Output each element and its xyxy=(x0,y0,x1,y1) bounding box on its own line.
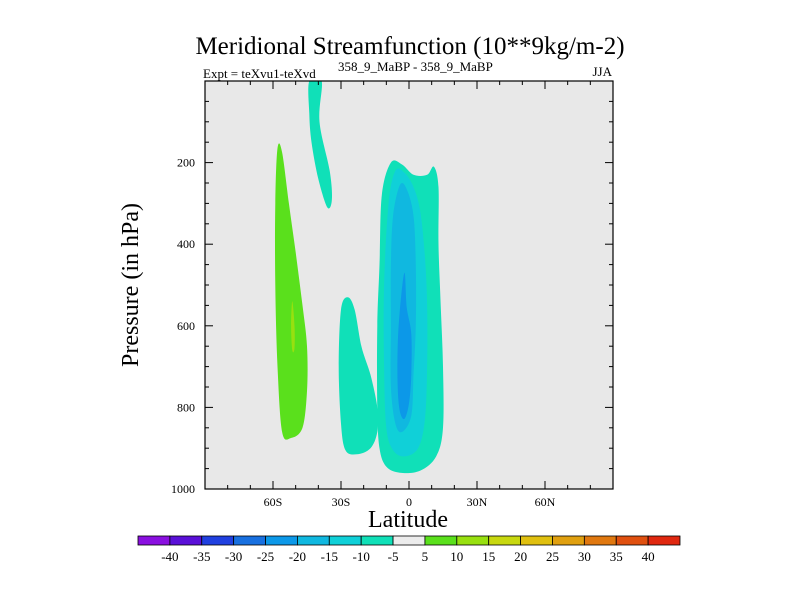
colorbar-swatch xyxy=(297,535,330,546)
colorbar-swatch xyxy=(201,535,235,546)
colorbar-labels: -40 -35 -30 -25 -20 -15 -10 -5 5 10 15 20 25 30 35 40 xyxy=(161,549,654,564)
colorbar xyxy=(137,535,681,546)
x-tick-label: 60N xyxy=(535,495,556,509)
experiment-superscript: 358_9_MaBP - 358_9_MaBP xyxy=(338,59,493,74)
contour-regions xyxy=(275,81,444,474)
season-label: JJA xyxy=(592,64,612,79)
contour-southern-positive-core xyxy=(291,301,295,353)
contour-middle-negative-cell xyxy=(338,297,379,455)
axis-tick-labels: 60S 30S 0 30N 60N 200 400 600 800 1000 xyxy=(171,156,556,509)
colorbar-label: -30 xyxy=(225,549,242,564)
colorbar-swatch xyxy=(456,535,490,546)
colorbar-label: 25 xyxy=(546,549,559,564)
contour-upper-negative-cell xyxy=(308,81,333,209)
plot-frame xyxy=(204,80,614,490)
colorbar-label: 30 xyxy=(578,549,591,564)
contour-southern-positive-cell xyxy=(275,143,308,440)
colorbar-label: 40 xyxy=(642,549,655,564)
colorbar-swatch xyxy=(520,535,553,546)
colorbar-swatch xyxy=(328,535,362,546)
colorbar-swatch xyxy=(137,535,171,546)
x-tick-label: 60S xyxy=(264,495,283,509)
colorbar-swatch xyxy=(647,535,681,546)
x-tick-label: 0 xyxy=(406,495,412,509)
y-tick-label: 600 xyxy=(177,319,195,333)
axis-ticks xyxy=(205,81,613,490)
colorbar-label: -15 xyxy=(321,549,338,564)
colorbar-swatch xyxy=(265,535,298,546)
colorbar-label: -40 xyxy=(161,549,178,564)
colorbar-swatch xyxy=(488,535,521,546)
colorbar-label: -5 xyxy=(388,549,399,564)
x-axis-label: Latitude xyxy=(368,507,448,533)
x-tick-label: 30S xyxy=(332,495,351,509)
chart-title: Meridional Streamfunction (10**9kg/m-2) xyxy=(195,33,624,60)
colorbar-swatch xyxy=(615,535,649,546)
y-tick-label: 800 xyxy=(177,400,195,414)
colorbar-swatch xyxy=(552,535,585,546)
contour-equatorial-negative-core xyxy=(397,272,412,420)
colorbar-label: -35 xyxy=(193,549,210,564)
colorbar-swatch xyxy=(169,535,203,546)
experiment-label: Expt = teXvu1-teXvd xyxy=(203,66,316,81)
colorbar-swatch xyxy=(583,535,617,546)
y-tick-label: 200 xyxy=(177,156,195,170)
colorbar-label: -25 xyxy=(257,549,274,564)
colorbar-swatch xyxy=(360,535,394,546)
y-tick-label: 400 xyxy=(177,237,195,251)
colorbar-label: 15 xyxy=(482,549,495,564)
colorbar-swatch xyxy=(233,535,266,546)
colorbar-swatch xyxy=(392,535,426,546)
colorbar-label: 20 xyxy=(514,549,527,564)
colorbar-label: -10 xyxy=(353,549,370,564)
colorbar-label: 35 xyxy=(610,549,623,564)
colorbar-swatch xyxy=(424,535,458,546)
colorbar-label: 10 xyxy=(450,549,463,564)
y-axis-label: Pressure (in hPa) xyxy=(118,203,144,367)
colorbar-label: 5 xyxy=(422,549,429,564)
x-tick-label: 30N xyxy=(467,495,488,509)
colorbar-label: -20 xyxy=(289,549,306,564)
y-tick-label: 1000 xyxy=(171,482,195,496)
